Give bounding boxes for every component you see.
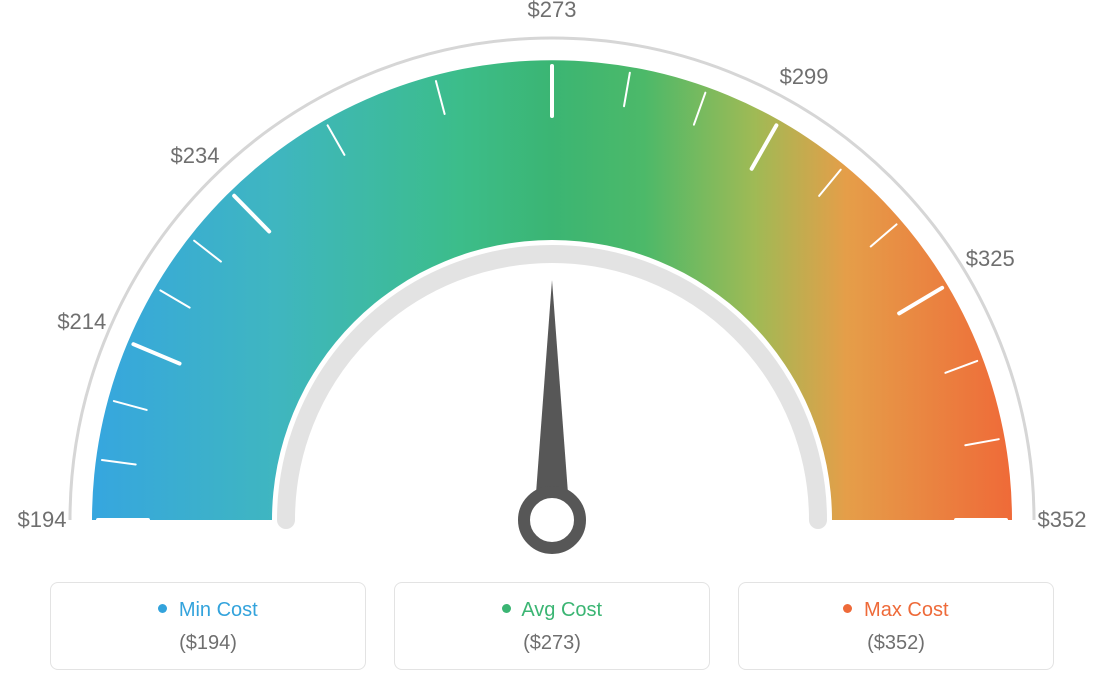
gauge-tick-label: $352 xyxy=(1038,507,1087,533)
gauge-chart: $194 $214 $234 $273 $299 $325 $352 xyxy=(0,0,1104,560)
legend-title-min: Min Cost xyxy=(61,599,355,622)
legend-label: Max Cost xyxy=(864,599,948,621)
legend-title-avg: Avg Cost xyxy=(405,599,699,622)
legend-card-avg: Avg Cost ($273) xyxy=(394,582,710,670)
dot-icon xyxy=(843,604,852,613)
legend-value: ($352) xyxy=(749,632,1043,655)
legend-card-min: Min Cost ($194) xyxy=(50,582,366,670)
gauge-tick-label: $273 xyxy=(528,0,577,23)
gauge-tick-label: $194 xyxy=(18,507,67,533)
legend-value: ($194) xyxy=(61,632,355,655)
gauge-tick-label: $325 xyxy=(966,246,1015,272)
gauge-tick-label: $214 xyxy=(57,309,106,335)
legend-value: ($273) xyxy=(405,632,699,655)
legend-card-max: Max Cost ($352) xyxy=(738,582,1054,670)
gauge-svg xyxy=(0,0,1104,560)
gauge-tick-label: $299 xyxy=(780,64,829,90)
legend-title-max: Max Cost xyxy=(749,599,1043,622)
dot-icon xyxy=(158,604,167,613)
legend-label: Avg Cost xyxy=(521,599,602,621)
gauge-tick-label: $234 xyxy=(170,143,219,169)
legend-row: Min Cost ($194) Avg Cost ($273) Max Cost… xyxy=(50,582,1054,670)
dot-icon xyxy=(502,604,511,613)
legend-label: Min Cost xyxy=(179,599,258,621)
